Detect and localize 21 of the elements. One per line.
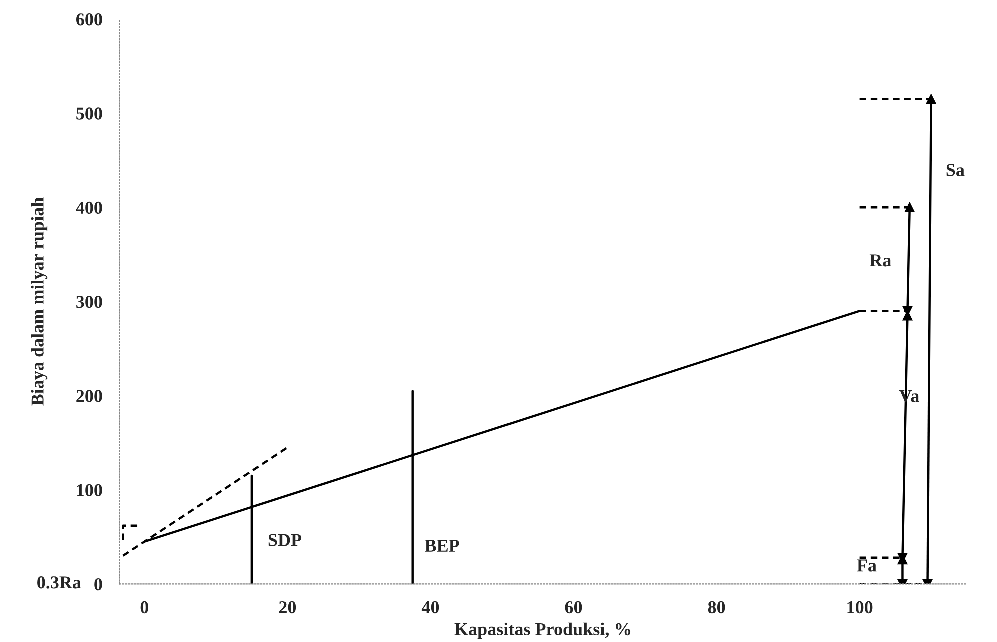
y-tick-label: 100 [77, 484, 102, 496]
x-tick-label: 40 [422, 601, 440, 614]
x-tick-label: 0 [140, 601, 148, 614]
text: 0.3Ra [38, 576, 82, 589]
y-tick-label: 300 [76, 296, 102, 308]
x-tick-label: 80 [708, 601, 726, 614]
annotation: SDP [268, 534, 302, 546]
x-tick-label: 20 [279, 601, 296, 614]
annotation: BEP [425, 540, 460, 552]
x-tick-label: 100 [848, 601, 873, 614]
x-tick-label: 60 [565, 601, 582, 614]
y-tick-label: 200 [76, 390, 102, 402]
x-axis-title: Kapasitas Produksi, % [454, 622, 631, 640]
annotation: Sa [946, 164, 965, 176]
annotation: Fa [857, 560, 877, 572]
y-tick-label: 500 [76, 108, 102, 120]
annotation: Ra [870, 254, 892, 267]
y-tick-label: 600 [76, 14, 102, 26]
y-tick-label: 400 [76, 202, 102, 214]
y-axis-title: Biaya dalam milyar rupiah [31, 198, 48, 406]
y-tick-label: 0 [94, 578, 102, 591]
